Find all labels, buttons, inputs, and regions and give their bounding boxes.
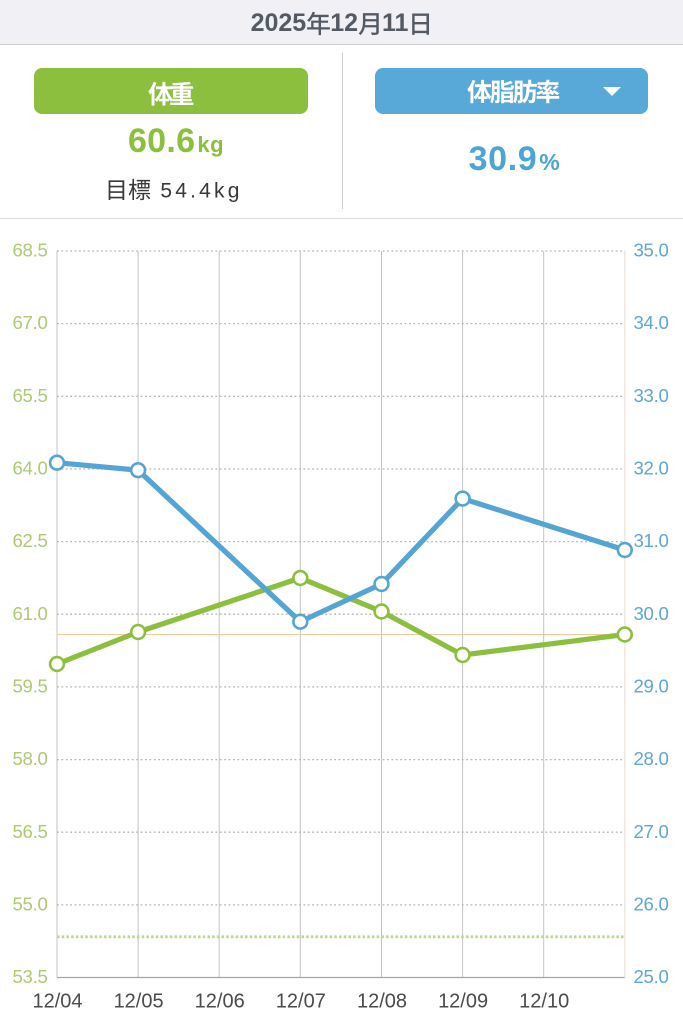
svg-text:68.5: 68.5: [13, 240, 48, 261]
svg-text:28.0: 28.0: [634, 748, 669, 769]
svg-text:12/08: 12/08: [357, 991, 407, 1013]
svg-text:12/04: 12/04: [32, 991, 82, 1013]
svg-text:26.0: 26.0: [634, 894, 669, 915]
svg-text:59.5: 59.5: [13, 676, 48, 697]
svg-text:30.0: 30.0: [634, 603, 669, 624]
svg-text:12/07: 12/07: [276, 991, 326, 1013]
svg-text:67.0: 67.0: [13, 312, 48, 333]
svg-text:32.0: 32.0: [634, 458, 669, 479]
svg-text:12/06: 12/06: [195, 991, 245, 1013]
svg-text:58.0: 58.0: [13, 748, 48, 769]
svg-text:33.0: 33.0: [634, 385, 669, 406]
svg-text:29.0: 29.0: [634, 676, 669, 697]
svg-text:12/05: 12/05: [114, 991, 164, 1013]
svg-text:12/10: 12/10: [519, 991, 569, 1013]
svg-text:53.5: 53.5: [13, 966, 48, 987]
svg-text:55.0: 55.0: [13, 894, 48, 915]
svg-text:56.5: 56.5: [13, 821, 48, 842]
svg-text:34.0: 34.0: [634, 312, 669, 333]
svg-text:35.0: 35.0: [634, 240, 669, 261]
svg-text:64.0: 64.0: [13, 458, 48, 479]
svg-text:25.0: 25.0: [634, 966, 669, 987]
svg-text:31.0: 31.0: [634, 530, 669, 551]
svg-text:12/09: 12/09: [438, 991, 488, 1013]
svg-text:62.5: 62.5: [13, 530, 48, 551]
svg-text:61.0: 61.0: [13, 603, 48, 624]
svg-text:27.0: 27.0: [634, 821, 669, 842]
svg-text:65.5: 65.5: [13, 385, 48, 406]
